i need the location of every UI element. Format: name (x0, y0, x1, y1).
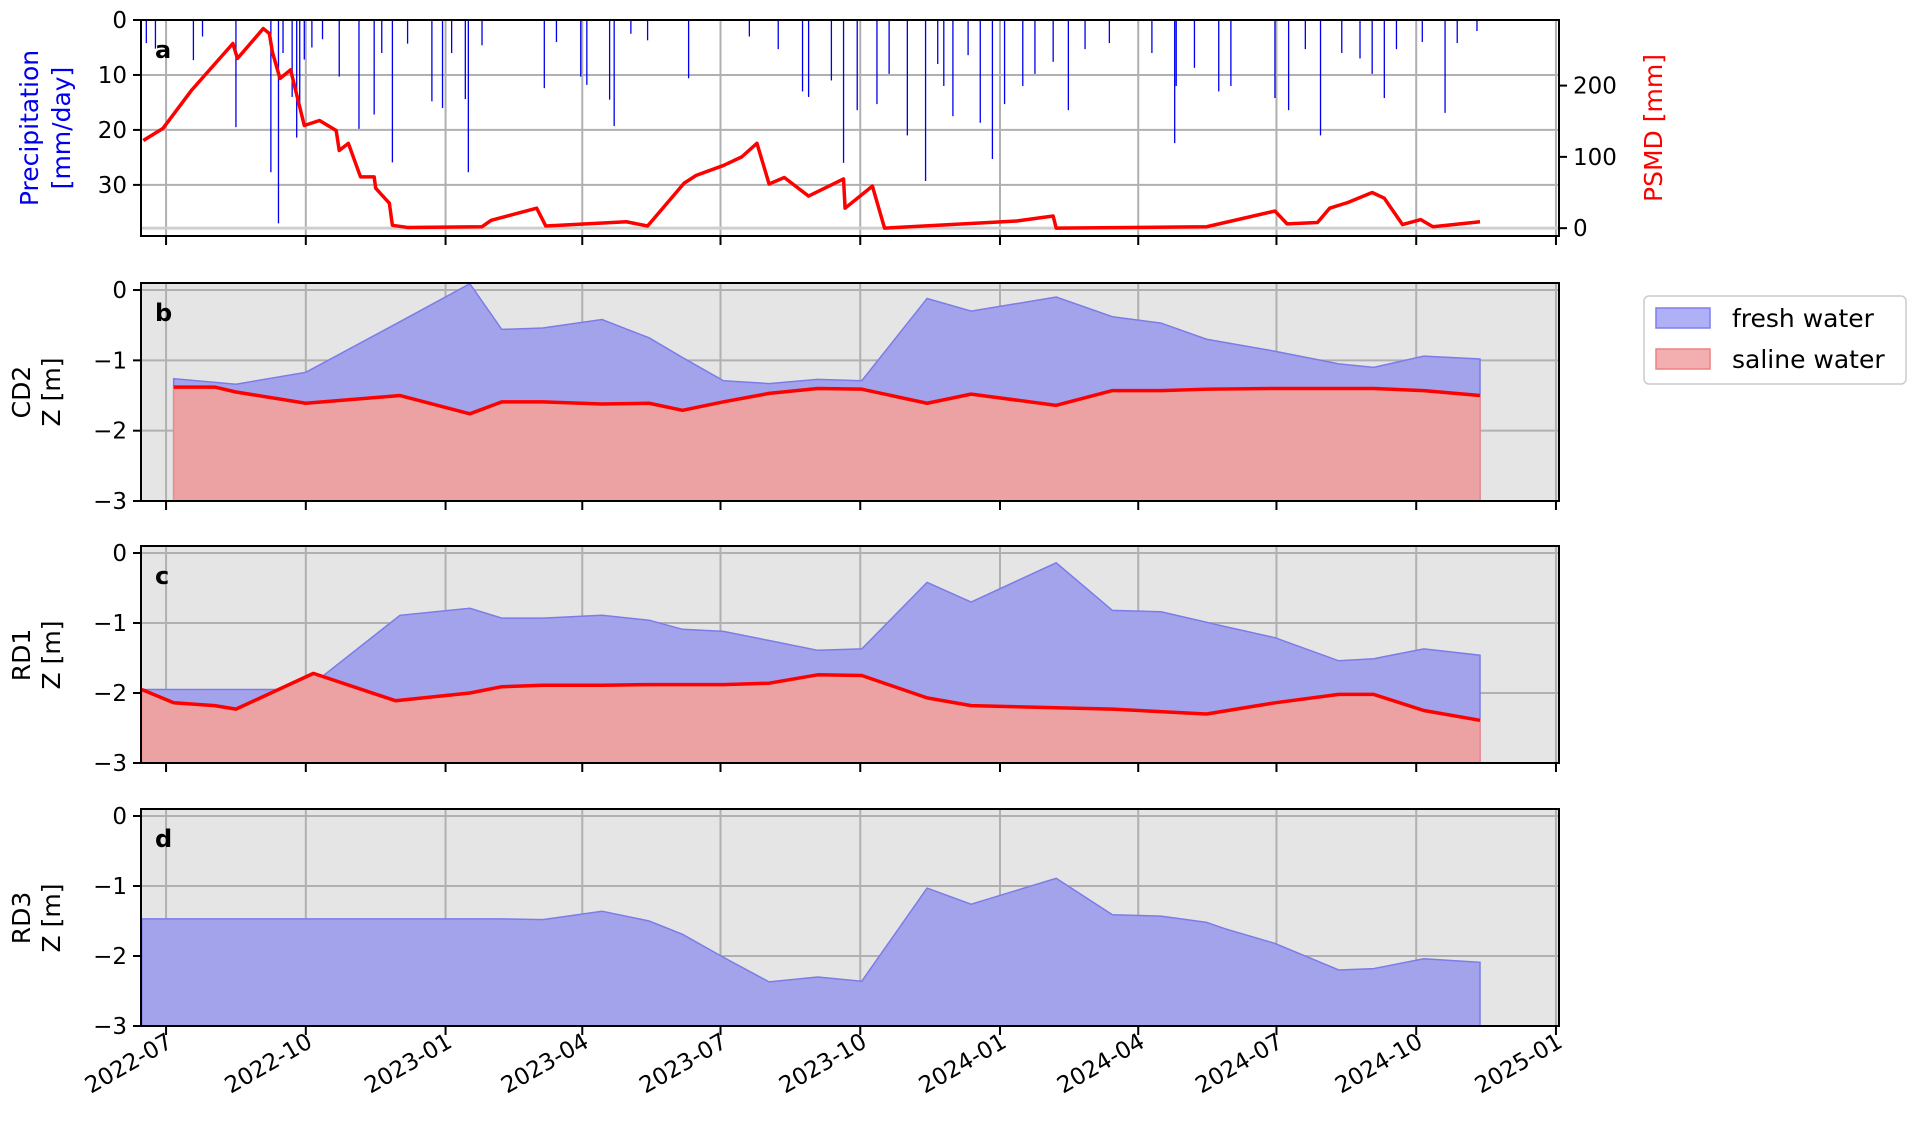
precip-ylabel-line2: [mm/day] (47, 67, 76, 190)
rd3-ylabel-line2: Z [m] (37, 884, 66, 953)
x-tick-label: 2023-04 (497, 1029, 593, 1100)
y-tick-label: 10 (98, 63, 127, 89)
x-tick-label: 2023-10 (775, 1029, 871, 1100)
y-tick-label: −2 (93, 419, 127, 445)
y-tick-label: 0 (112, 804, 127, 830)
y-tick-label: −3 (93, 489, 127, 515)
panel-a: 0 10 20 30 0 100 200 a (98, 8, 1617, 245)
x-tick-label: 2025-01 (1471, 1029, 1567, 1100)
x-tick-label: 2024-04 (1053, 1029, 1149, 1100)
panel-c: 0 −1 −2 −3 c (93, 541, 1560, 777)
cd2-ylabel-line1: CD2 (7, 366, 36, 419)
y-right-tick-label: 0 (1573, 216, 1588, 242)
saline-interface-line (141, 671, 1481, 723)
panel-letter: a (155, 36, 171, 64)
y-tick-label: 0 (112, 8, 127, 34)
precip-ylabel-line1: Precipitation (15, 50, 44, 206)
x-tick-label: 2023-01 (360, 1029, 456, 1100)
fresh-water-area (141, 877, 1481, 1027)
legend-swatch-saline-water (1655, 348, 1711, 370)
y-tick-label: −3 (93, 1014, 127, 1040)
y-tick-label: −1 (93, 874, 127, 900)
rd1-ylabel-line1: RD1 (7, 629, 36, 682)
y-tick-label: −1 (93, 611, 127, 637)
saline-interface-line (173, 385, 1481, 416)
y-tick-label: −3 (93, 751, 127, 777)
x-tick-label: 2024-07 (1191, 1029, 1287, 1100)
y-tick-label: −1 (93, 348, 127, 374)
panel-b: 0 −1 −2 −3 b (93, 278, 1560, 515)
legend-label-saline-water: saline water (1732, 345, 1885, 374)
saline-water-area (172, 386, 1481, 502)
x-tick-label: 2023-07 (635, 1029, 731, 1100)
y-tick-label: 0 (112, 278, 127, 304)
psmd-ylabel: PSMD [mm] (1639, 54, 1668, 202)
panel-letter: b (155, 299, 172, 327)
rd3-ylabel-line1: RD3 (7, 892, 36, 945)
y-right-tick-label: 200 (1573, 74, 1617, 100)
axes-frame (140, 808, 1560, 1027)
cd2-ylabel-line2: Z [m] (37, 358, 66, 427)
y-tick-label: −2 (93, 944, 127, 970)
panel-letter: d (155, 825, 172, 853)
panel-letter: c (155, 562, 169, 590)
psmd-line (142, 26, 1481, 230)
legend-swatch-fresh-water (1655, 307, 1711, 329)
axes-frame (140, 282, 1560, 502)
panel-d: 0 −1 −2 −3 d (93, 804, 1560, 1040)
axes-frame (140, 19, 1560, 237)
y-right-tick-label: 100 (1573, 145, 1617, 171)
y-tick-label: 0 (112, 541, 127, 567)
y-tick-label: −2 (93, 681, 127, 707)
legend-label-fresh-water: fresh water (1732, 304, 1875, 333)
x-tick-label: 2022-10 (221, 1029, 317, 1100)
axes-background (141, 20, 1559, 236)
y-tick-label: 30 (98, 173, 127, 199)
legend: fresh water saline water (1643, 295, 1907, 385)
x-tick-label: 2024-10 (1331, 1029, 1427, 1100)
rd1-ylabel-line2: Z [m] (37, 621, 66, 690)
y-tick-label: 20 (98, 118, 127, 144)
panels: 0 10 20 30 0 100 200 a 0 −1 −2 −3 b 0 −1 −2 −3 c 0 −1 −2 −3 d 2… (81, 8, 1617, 1099)
x-tick-label: 2024-01 (915, 1029, 1011, 1100)
axes-frame (140, 545, 1560, 764)
